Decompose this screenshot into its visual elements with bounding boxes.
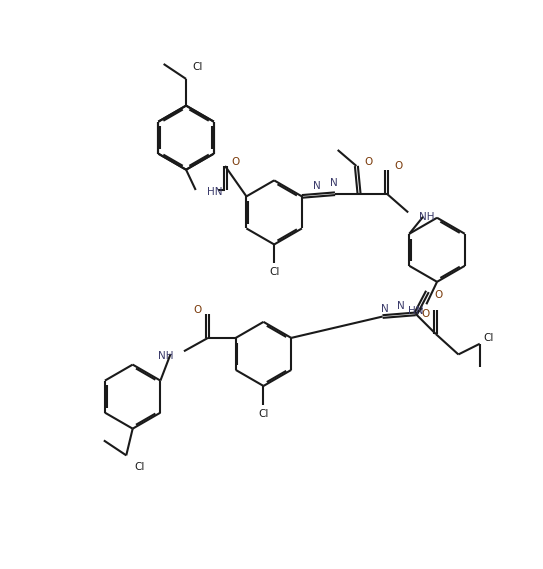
- Text: O: O: [394, 161, 403, 171]
- Text: O: O: [421, 309, 430, 319]
- Text: O: O: [434, 290, 442, 300]
- Text: Cl: Cl: [135, 462, 145, 472]
- Text: N: N: [330, 178, 338, 188]
- Text: Cl: Cl: [483, 333, 494, 344]
- Text: Cl: Cl: [269, 267, 279, 277]
- Text: N: N: [313, 181, 321, 191]
- Text: HN: HN: [408, 306, 424, 316]
- Text: N: N: [381, 303, 389, 314]
- Text: Cl: Cl: [193, 62, 203, 72]
- Text: O: O: [193, 305, 201, 315]
- Text: NH: NH: [158, 351, 173, 361]
- Text: NH: NH: [419, 212, 434, 222]
- Text: O: O: [364, 156, 372, 167]
- Text: Cl: Cl: [258, 409, 269, 419]
- Text: N: N: [397, 301, 405, 311]
- Text: O: O: [232, 157, 240, 167]
- Text: HN: HN: [207, 187, 223, 197]
